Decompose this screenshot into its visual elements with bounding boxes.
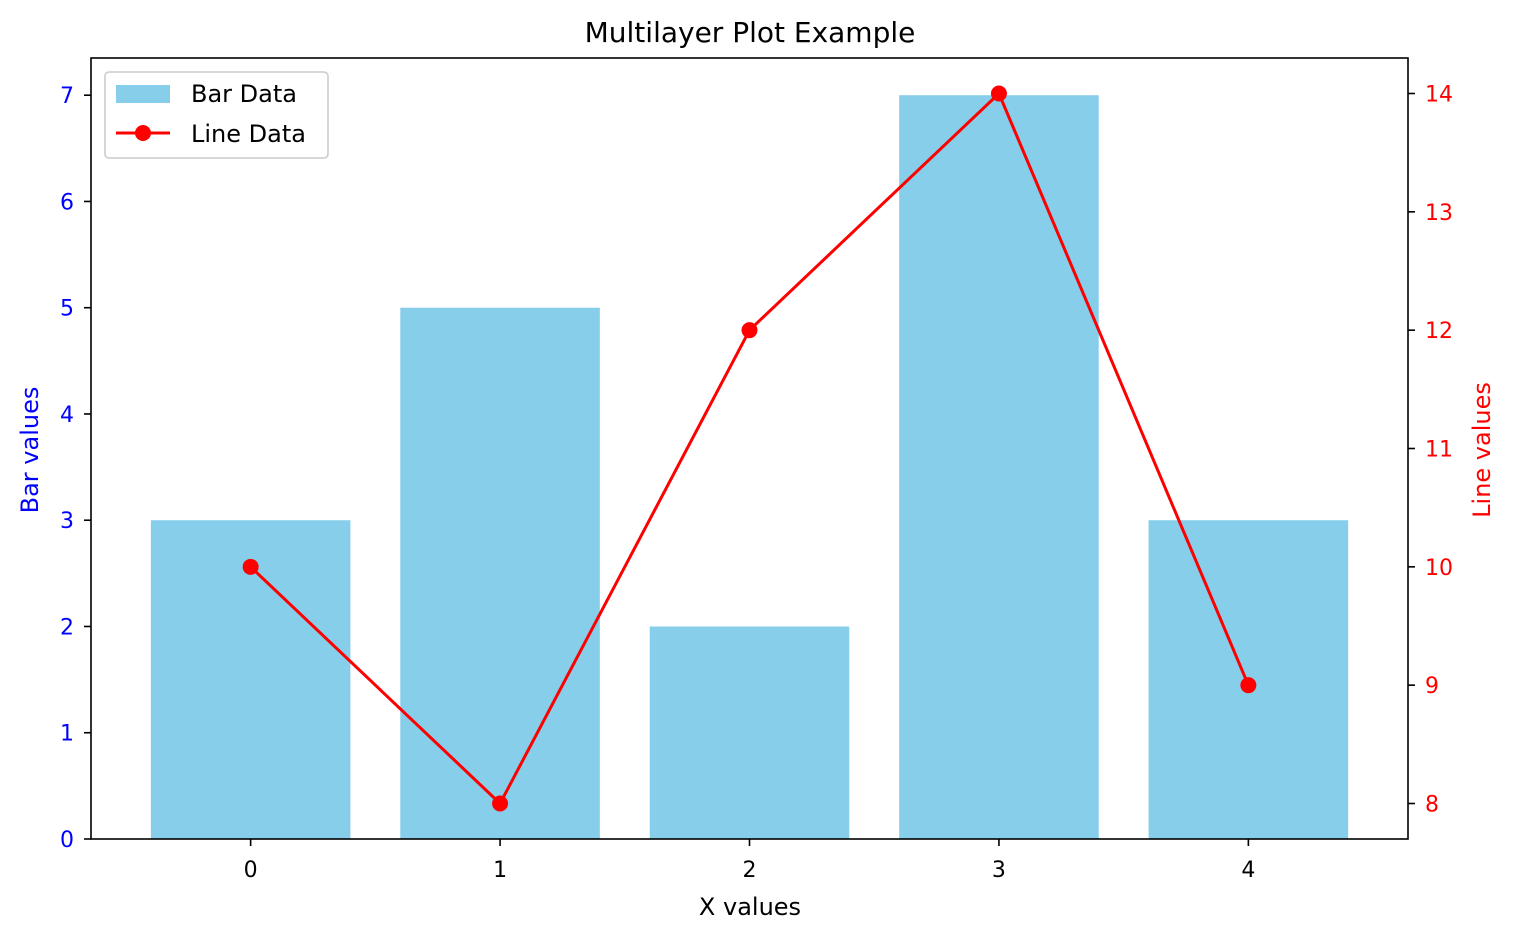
y-right-tick-label: 13 [1425, 201, 1453, 226]
x-axis-label: X values [699, 893, 801, 921]
x-tick-label: 3 [992, 858, 1006, 883]
y-right-axis: 8 9 10 11 12 13 14 [1408, 83, 1453, 818]
x-tick-label: 1 [493, 858, 507, 883]
y-left-axis-label: Bar values [16, 387, 44, 514]
y-right-tick-label: 12 [1425, 319, 1453, 344]
bar [400, 307, 600, 839]
chart-title: Multilayer Plot Example [585, 16, 916, 49]
line-point [242, 558, 259, 575]
bar [649, 626, 850, 839]
y-right-axis-label: Line values [1468, 382, 1496, 518]
line-series [242, 85, 1257, 812]
y-right-tick-label: 9 [1425, 674, 1439, 699]
y-right-tick-label: 14 [1425, 83, 1453, 108]
x-tick-label: 2 [743, 858, 757, 883]
line-point [492, 795, 509, 812]
line-point [741, 322, 758, 339]
x-tick-label: 0 [244, 858, 258, 883]
y-left-tick-label: 2 [60, 615, 74, 640]
y-right-tick-label: 10 [1425, 556, 1453, 581]
legend-line-label: Line Data [191, 120, 306, 148]
legend-bar-swatch [116, 85, 170, 103]
y-left-tick-label: 0 [60, 828, 74, 853]
y-left-tick-label: 1 [60, 722, 74, 747]
y-left-tick-label: 4 [60, 403, 74, 428]
line-point [990, 85, 1007, 102]
y-left-tick-label: 5 [60, 297, 74, 322]
bar [899, 95, 1099, 839]
legend-line-marker [135, 125, 151, 141]
line-point [1240, 677, 1257, 694]
y-left-tick-label: 6 [60, 190, 74, 215]
y-right-tick-label: 8 [1425, 793, 1439, 818]
legend: Bar Data Line Data [104, 71, 329, 159]
y-right-tick-label: 11 [1425, 438, 1453, 463]
y-left-tick-label: 3 [60, 509, 74, 534]
y-left-axis: 0 1 2 3 4 5 6 7 [60, 84, 91, 853]
legend-bar-label: Bar Data [191, 80, 297, 108]
y-left-tick-label: 7 [60, 84, 74, 109]
x-axis: 0 1 2 3 4 [244, 839, 1255, 883]
x-tick-label: 4 [1241, 858, 1255, 883]
